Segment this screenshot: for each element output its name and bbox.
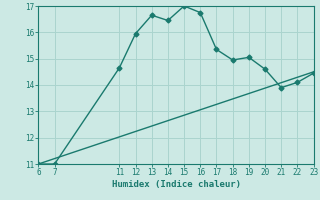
X-axis label: Humidex (Indice chaleur): Humidex (Indice chaleur)	[111, 180, 241, 189]
